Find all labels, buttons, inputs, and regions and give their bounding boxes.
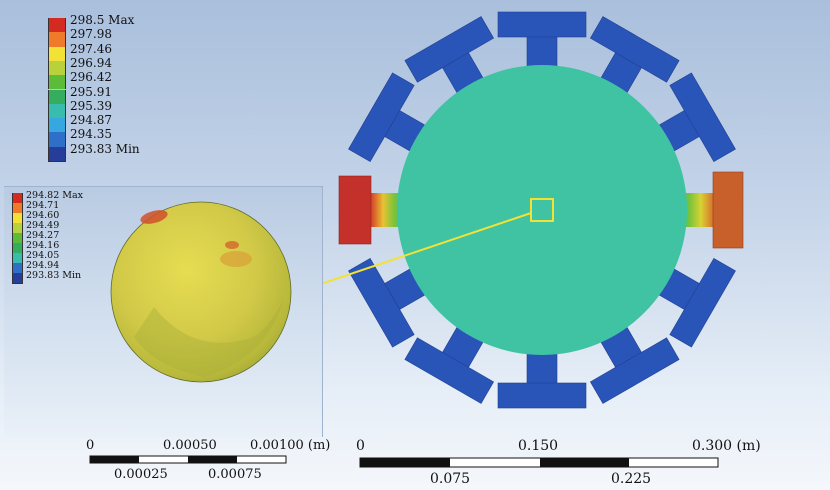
inset-swatch-0 — [12, 193, 23, 203]
sphere-model — [110, 201, 292, 383]
legend-label-min: 293.83 Min — [70, 141, 140, 156]
inset-panel: 294.82 Max 294.71 294.60 294.49 294.27 2… — [4, 186, 323, 437]
main-scale-label: 0.150 — [518, 438, 559, 454]
rotor-model — [338, 11, 744, 409]
callout-line — [311, 212, 532, 288]
main-scale-label: 0 — [356, 438, 365, 454]
inset-swatch-7 — [12, 263, 23, 273]
inset-sphere-view — [110, 201, 292, 383]
inset-label: 294.05 — [26, 250, 60, 261]
inset-swatch-5 — [12, 243, 23, 253]
inset-swatch-4 — [12, 233, 23, 243]
inset-label-min: 293.83 Min — [26, 270, 82, 281]
legend-swatch-2 — [48, 46, 66, 61]
inset-scale-label: 0.00100 (m) — [250, 438, 331, 453]
legend-label-max: 298.5 Max — [70, 13, 135, 27]
inset-label: 294.16 — [26, 240, 60, 251]
inset-swatch-8 — [12, 273, 23, 284]
main-scale-label: 0.300 (m) — [692, 438, 761, 454]
inset-swatch-1 — [12, 203, 23, 213]
legend-swatch-7 — [48, 118, 66, 133]
legend-swatch-5 — [48, 89, 66, 104]
inset-scale-bar — [89, 455, 287, 464]
legend-label: 294.87 — [70, 113, 112, 128]
legend-label: 294.35 — [70, 127, 112, 142]
legend-label: 296.94 — [70, 55, 112, 70]
inset-label-max: 294.82 Max — [26, 190, 84, 201]
inset-swatch-2 — [12, 213, 23, 223]
legend-label: 296.42 — [70, 70, 112, 85]
inset-label: 294.60 — [26, 210, 60, 221]
legend-label: 297.98 — [70, 27, 112, 42]
inset-label: 294.94 — [26, 260, 60, 271]
inset-legend: 294.82 Max 294.71 294.60 294.49 294.27 2… — [12, 190, 122, 288]
legend-label: 295.91 — [70, 84, 112, 99]
legend-swatch-1 — [48, 32, 66, 47]
legend-swatch-6 — [48, 103, 66, 119]
inset-scale-label: 0 — [86, 438, 95, 453]
legend-swatch-8 — [48, 132, 66, 147]
inset-swatch-3 — [12, 223, 23, 233]
main-scale-label: 0.225 — [611, 471, 652, 487]
legend-swatch-4 — [48, 75, 66, 90]
main-legend: 298.5 Max 297.98 297.46 296.94 296.42 29… — [48, 13, 178, 168]
main-scale-bar — [359, 457, 719, 468]
inset-scale-label: 0.00075 — [208, 467, 262, 482]
legend-swatch-3 — [48, 60, 66, 76]
legend-swatch-0 — [48, 18, 66, 33]
inset-label: 294.49 — [26, 220, 60, 231]
legend-swatch-9 — [48, 146, 66, 162]
inset-label: 294.27 — [26, 230, 60, 241]
main-scale-label: 0.075 — [430, 471, 471, 487]
inset-label: 294.71 — [26, 200, 60, 211]
inset-scale-label: 0.00025 — [114, 467, 168, 482]
inset-scale-label: 0.00050 — [163, 438, 217, 453]
legend-label: 295.39 — [70, 98, 112, 113]
legend-label: 297.46 — [70, 41, 112, 56]
inset-swatch-6 — [12, 253, 23, 263]
callout-box — [530, 198, 554, 222]
